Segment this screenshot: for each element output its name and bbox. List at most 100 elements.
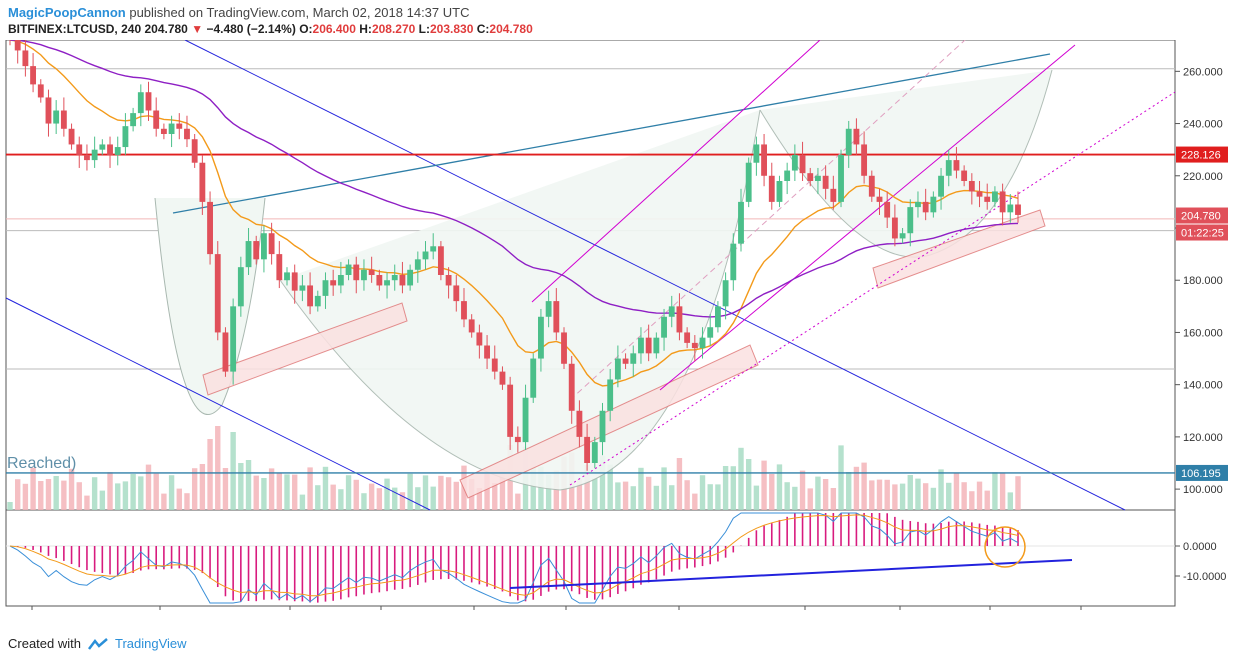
candle-body: [214, 254, 221, 333]
volume-bar: [938, 469, 944, 510]
volume-bar: [345, 475, 352, 510]
volume-bar: [107, 472, 113, 510]
candle-body: [176, 123, 183, 129]
volume-bar: [653, 485, 660, 510]
candle-body: [45, 97, 52, 124]
chart-canvas[interactable]: 0.0000 -10.0000 100.000 120.000 140.000 160.…: [0, 40, 1237, 610]
candle-body: [199, 162, 206, 202]
price-axis[interactable]: 100.000120.000140.000160.000180.000200.0…: [1175, 66, 1228, 496]
close-value: 204.780: [489, 22, 533, 36]
candle-body: [284, 272, 290, 281]
price-tick-label: 100.000: [1183, 484, 1223, 496]
volume-bar: [684, 480, 690, 510]
rising-box: [872, 209, 1046, 289]
volume-bar: [1015, 476, 1021, 510]
volume-bar: [884, 479, 890, 510]
high-label: H:: [359, 22, 372, 36]
volume-bar: [715, 484, 721, 510]
volume-bar: [776, 464, 783, 510]
volume-bar: [499, 469, 506, 510]
candle-body: [538, 316, 544, 359]
symbol-label[interactable]: BITFINEX:LTCUSD, 240: [8, 22, 142, 36]
volume-bar: [638, 467, 644, 510]
volume-bar: [792, 486, 798, 510]
candle-body: [414, 259, 421, 270]
author-link[interactable]: MagicPoopCannon: [8, 5, 126, 20]
tradingview-brand-link[interactable]: TradingView: [114, 636, 187, 651]
low-label: L:: [418, 22, 430, 36]
price-label-text: 228.126: [1181, 150, 1221, 162]
candle-body: [714, 306, 721, 328]
volume-bar: [45, 479, 52, 510]
candle-body: [114, 147, 121, 155]
price-label-text: 204.780: [1181, 211, 1221, 223]
candle-body: [745, 162, 752, 202]
volume-bar: [946, 482, 952, 510]
price-label-badge: [1176, 464, 1228, 481]
volume-bar: [7, 502, 13, 510]
candle-body: [91, 149, 98, 161]
candle-body: [561, 332, 567, 364]
candle-body: [730, 243, 737, 281]
ma-line: [9, 40, 1019, 318]
candle-body: [491, 358, 498, 372]
volume-bar: [838, 445, 844, 510]
candle-body: [191, 139, 198, 163]
candle-body: [676, 306, 683, 333]
volume-bar: [807, 488, 813, 510]
candle-body: [453, 285, 460, 302]
publish-line: MagicPoopCannon published on TradingView…: [8, 4, 1228, 21]
published-text: published on TradingView.com, March 02, …: [129, 5, 470, 20]
time-axis[interactable]: 8152227Feb6121924Mar6: [29, 606, 1084, 610]
volume-bar: [784, 482, 790, 510]
down-arrow-icon: ▼: [191, 22, 204, 36]
volume-bar: [415, 487, 421, 510]
candle-body: [337, 275, 344, 286]
volume-bar: [384, 478, 390, 510]
candle-body: [684, 332, 691, 343]
volume-bar: [769, 474, 775, 510]
candle-body: [707, 327, 714, 338]
candle-body: [791, 154, 798, 171]
rising-box: [459, 344, 759, 499]
volume-bar: [222, 468, 229, 510]
volume-bar: [961, 482, 967, 510]
candle-body: [230, 306, 237, 372]
volume-bar: [253, 475, 259, 510]
candle-body: [907, 207, 914, 234]
volume-bar: [538, 466, 544, 510]
volume-bar: [853, 466, 860, 510]
volume-bar: [930, 487, 937, 510]
candle-body: [638, 337, 644, 354]
price-tick-label: 240.000: [1183, 119, 1223, 131]
volume-bar: [907, 475, 913, 510]
candle-body: [884, 201, 891, 218]
volume-bar: [753, 485, 760, 510]
candle-body: [976, 191, 983, 197]
candle-body: [484, 345, 490, 359]
volume-bar: [392, 487, 398, 510]
volume-bar: [315, 485, 321, 510]
highlight-circle: [984, 526, 1026, 568]
candle-body: [891, 217, 898, 239]
candle-body: [345, 264, 352, 275]
candle-body: [845, 128, 852, 155]
candle-body: [168, 123, 175, 134]
candle-body: [591, 442, 598, 463]
candle-body: [68, 128, 75, 145]
volume-bar: [53, 476, 59, 510]
volume-bar: [176, 488, 182, 510]
volume-bar: [899, 483, 906, 510]
last-price: 204.780: [144, 22, 188, 36]
volume-bar: [353, 479, 359, 510]
candle-body: [437, 246, 444, 275]
volume-bar: [969, 491, 975, 510]
candle-body: [1007, 204, 1014, 213]
signal-line: [9, 514, 1019, 597]
magenta-channel: [531, 40, 821, 303]
candle-body: [99, 144, 106, 150]
candle-body: [30, 66, 37, 85]
volume-bar: [1007, 492, 1013, 510]
candle-body: [60, 110, 67, 129]
volume-bar: [745, 459, 752, 510]
